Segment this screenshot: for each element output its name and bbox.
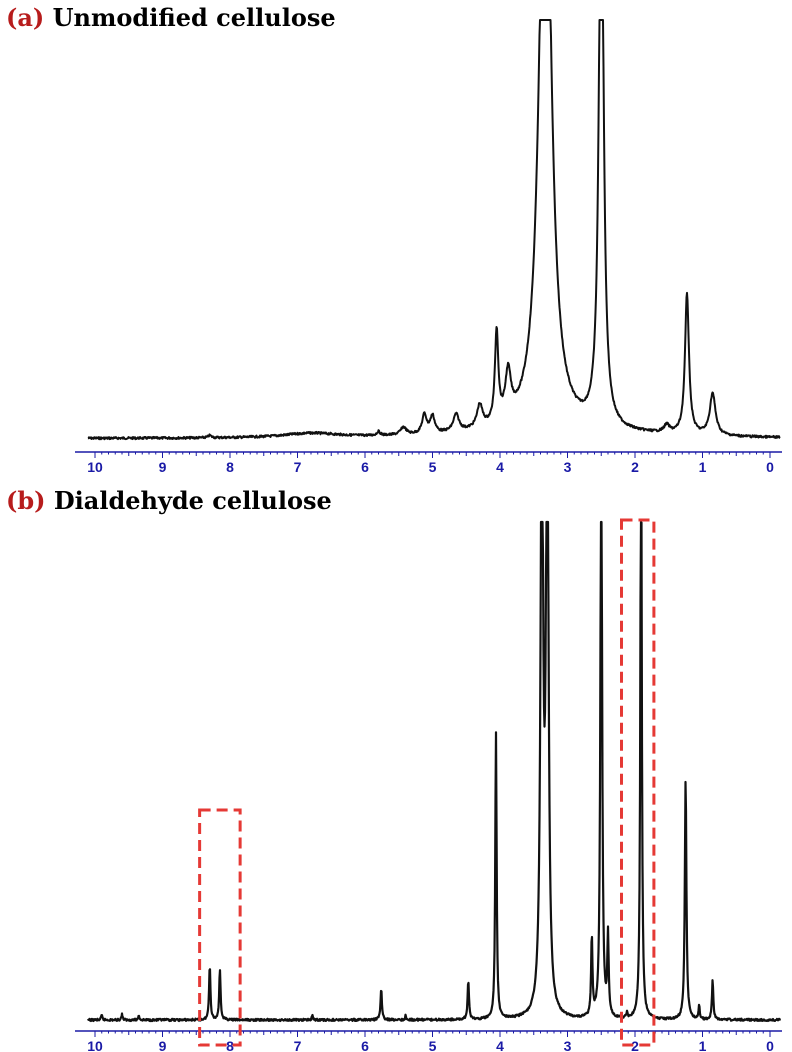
panel-a-label: Unmodified cellulose (52, 3, 336, 32)
highlight-box (198, 808, 242, 1047)
x-tick-label: 9 (159, 1038, 167, 1052)
x-tick-label: 6 (361, 1038, 369, 1052)
x-tick-label: 8 (226, 1038, 234, 1052)
x-tick-label: 7 (294, 459, 302, 475)
x-tick-label: 7 (294, 1038, 302, 1052)
panel-a-title: (a) Unmodified cellulose (6, 6, 336, 30)
spectrum-a: 10 9 8 7 6 5 4 3 2 1 0 (75, 19, 782, 475)
x-tick-label: 0 (766, 1038, 774, 1052)
spectrum-trace (87, 19, 781, 441)
x-tick-label: 10 (87, 1038, 103, 1052)
x-tick-label: 0 (766, 459, 774, 475)
x-tick-label: 9 (159, 459, 167, 475)
spectrum-trace (87, 520, 782, 1023)
x-tick-label: 1 (699, 459, 707, 475)
panel-b-label: Dialdehyde cellulose (53, 486, 332, 515)
x-tick-label: 3 (564, 459, 572, 475)
panel-a-tag: (a) (6, 3, 45, 32)
panel-b-title: (b) Dialdehyde cellulose (6, 489, 332, 513)
panel-b-tag: (b) (6, 486, 46, 515)
x-tick-label: 4 (496, 459, 504, 475)
x-tick-label: 10 (87, 459, 103, 475)
x-tick-label: 2 (631, 1038, 639, 1052)
x-tick-label: 2 (631, 459, 639, 475)
x-tick-label: 5 (429, 1038, 437, 1052)
x-tick-label: 1 (699, 1038, 707, 1052)
x-tick-label: 3 (564, 1038, 572, 1052)
highlight-box (620, 518, 656, 1047)
x-tick-label: 5 (429, 459, 437, 475)
x-tick-label: 6 (361, 459, 369, 475)
x-tick-label: 8 (226, 459, 234, 475)
x-tick-label: 4 (496, 1038, 504, 1052)
